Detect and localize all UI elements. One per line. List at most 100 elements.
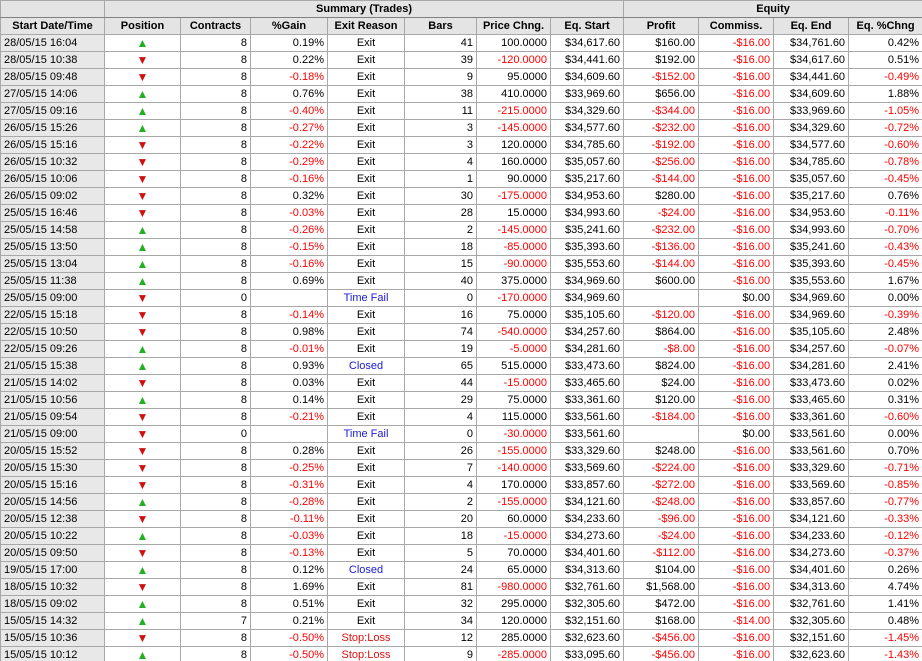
equity-start: $34,617.60 xyxy=(549,34,625,52)
exit-reason: Exit xyxy=(327,340,405,358)
trade-row: 19/05/15 17:00 ▲ 8 0.12% Closed 24 65.0000 $34,… xyxy=(0,561,922,579)
column-header: %Gain xyxy=(250,17,328,35)
equity-change: 0.00% xyxy=(848,289,922,307)
equity-end: $34,993.60 xyxy=(773,221,850,239)
trade-row: 18/05/15 10:32 ▼ 8 1.69% Exit 81 -980.0000 $32,… xyxy=(0,578,922,596)
exit-reason: Exit xyxy=(327,34,405,52)
start-date-time: 15/05/15 14:32 xyxy=(0,612,105,630)
contracts: 8 xyxy=(180,646,251,661)
profit: -$192.00 xyxy=(623,136,700,154)
equity-start: $33,561.60 xyxy=(549,425,625,443)
column-header: Exit Reason xyxy=(327,17,405,35)
gain: 0.93% xyxy=(250,357,328,375)
profit: -$112.00 xyxy=(623,544,700,562)
profit xyxy=(623,425,700,443)
equity-change: -1.05% xyxy=(848,102,922,120)
position: ▼ xyxy=(104,510,181,528)
position: ▼ xyxy=(104,306,181,324)
equity-change: -1.45% xyxy=(848,629,922,647)
price-change: -85.0000 xyxy=(476,238,551,256)
equity-change: 0.02% xyxy=(848,374,922,392)
commission: -$16.00 xyxy=(698,357,775,375)
bars: 15 xyxy=(404,255,477,273)
equity-start: $34,785.60 xyxy=(549,136,625,154)
price-change: 60.0000 xyxy=(476,510,551,528)
price-change: -540.0000 xyxy=(476,323,551,341)
commission: -$16.00 xyxy=(698,187,775,205)
profit: $104.00 xyxy=(623,561,700,579)
start-date-time: 20/05/15 12:38 xyxy=(0,510,105,528)
equity-start: $34,121.60 xyxy=(549,493,625,511)
price-change: -145.0000 xyxy=(476,221,551,239)
group-header-row: Summary (Trades) Equity xyxy=(0,0,922,18)
trade-row: 26/05/15 09:02 ▼ 8 0.32% Exit 30 -175.0000 $34,… xyxy=(0,187,922,205)
gain: -0.40% xyxy=(250,102,328,120)
equity-end: $34,121.60 xyxy=(773,510,850,528)
equity-end: $34,577.60 xyxy=(773,136,850,154)
bars: 18 xyxy=(404,527,477,545)
contracts: 8 xyxy=(180,153,251,171)
exit-reason: Exit xyxy=(327,153,405,171)
equity-end: $33,329.60 xyxy=(773,459,850,477)
commission: -$16.00 xyxy=(698,510,775,528)
start-date-time: 26/05/15 10:06 xyxy=(0,170,105,188)
exit-reason: Exit xyxy=(327,510,405,528)
contracts: 0 xyxy=(180,425,251,443)
equity-end: $34,953.60 xyxy=(773,204,850,222)
position: ▲ xyxy=(104,357,181,375)
price-change: -90.0000 xyxy=(476,255,551,273)
contracts: 8 xyxy=(180,561,251,579)
exit-reason: Exit xyxy=(327,238,405,256)
price-change: 70.0000 xyxy=(476,544,551,562)
position: ▼ xyxy=(104,187,181,205)
equity-end: $34,401.60 xyxy=(773,561,850,579)
contracts: 8 xyxy=(180,221,251,239)
profit: $160.00 xyxy=(623,34,700,52)
contracts: 8 xyxy=(180,272,251,290)
gain xyxy=(250,289,328,307)
equity-start: $34,313.60 xyxy=(549,561,625,579)
equity-start: $34,993.60 xyxy=(549,204,625,222)
bars: 9 xyxy=(404,68,477,86)
equity-change: 4.74% xyxy=(848,578,922,596)
commission: -$16.00 xyxy=(698,646,775,661)
equity-end: $34,257.60 xyxy=(773,340,850,358)
price-change: -15.0000 xyxy=(476,527,551,545)
equity-start: $34,273.60 xyxy=(549,527,625,545)
gain: -0.29% xyxy=(250,153,328,171)
price-change: -5.0000 xyxy=(476,340,551,358)
position: ▲ xyxy=(104,221,181,239)
position: ▼ xyxy=(104,629,181,647)
commission: -$16.00 xyxy=(698,340,775,358)
contracts: 8 xyxy=(180,204,251,222)
contracts: 8 xyxy=(180,629,251,647)
bars: 28 xyxy=(404,204,477,222)
equity-change: 1.67% xyxy=(848,272,922,290)
exit-reason: Exit xyxy=(327,306,405,324)
position: ▲ xyxy=(104,595,181,613)
trade-row: 20/05/15 15:30 ▼ 8 -0.25% Exit 7 -140.0000 $33,… xyxy=(0,459,922,477)
exit-reason: Exit xyxy=(327,544,405,562)
equity-start: $34,401.60 xyxy=(549,544,625,562)
contracts: 8 xyxy=(180,102,251,120)
price-change: -155.0000 xyxy=(476,442,551,460)
start-date-time: 26/05/15 10:32 xyxy=(0,153,105,171)
trade-row: 26/05/15 15:26 ▲ 8 -0.27% Exit 3 -145.0000 $34,… xyxy=(0,119,922,137)
gain: 1.69% xyxy=(250,578,328,596)
trade-row: 20/05/15 15:52 ▼ 8 0.28% Exit 26 -155.0000 $33,… xyxy=(0,442,922,460)
gain: 0.76% xyxy=(250,85,328,103)
commission: -$16.00 xyxy=(698,204,775,222)
position: ▲ xyxy=(104,272,181,290)
equity-start: $34,953.60 xyxy=(549,187,625,205)
column-header: Commiss. xyxy=(698,17,775,35)
price-change: 15.0000 xyxy=(476,204,551,222)
start-date-time: 21/05/15 09:54 xyxy=(0,408,105,426)
commission: -$16.00 xyxy=(698,119,775,137)
trade-row: 15/05/15 10:36 ▼ 8 -0.50% Stop:Loss 12 285.000… xyxy=(0,629,922,647)
equity-end: $33,561.60 xyxy=(773,442,850,460)
equity-start: $34,969.60 xyxy=(549,272,625,290)
exit-reason: Exit xyxy=(327,459,405,477)
profit xyxy=(623,289,700,307)
position: ▲ xyxy=(104,119,181,137)
exit-reason: Time Fail xyxy=(327,425,405,443)
